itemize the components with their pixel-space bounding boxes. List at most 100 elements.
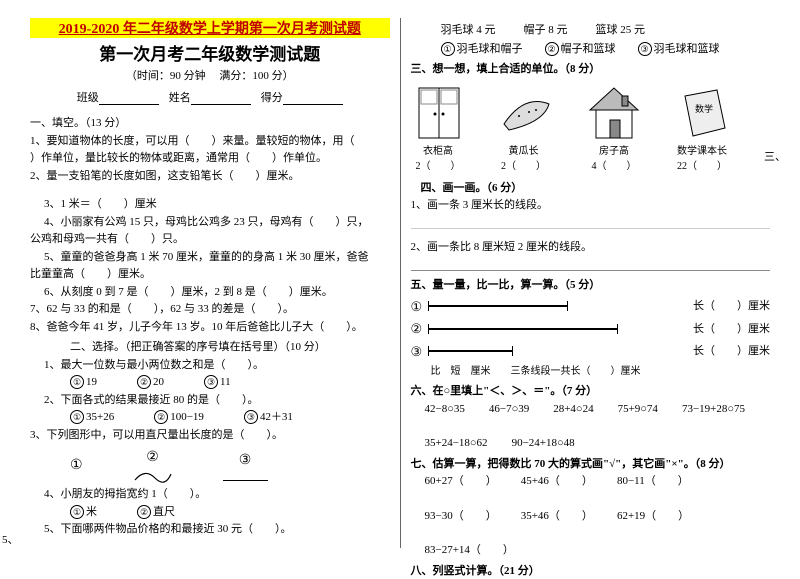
s1-q4a: 4、小丽家有公鸡 15 只，母鸡比公鸡多 23 只，母鸡有（ ）只， — [44, 214, 390, 231]
s4-head: 四、画一画。（6 分） — [421, 180, 771, 197]
value: 2（ ） — [501, 159, 546, 174]
student-fields: 班级 姓名 得分 — [30, 89, 390, 105]
num-3: ③ — [239, 450, 252, 471]
meta-line: （时间：90 分钟 满分：100 分） — [30, 67, 390, 83]
num-2: ② — [146, 447, 159, 468]
num-1: ① — [70, 455, 83, 476]
q5-prices: 羽毛球 4 元 帽子 8 元 篮球 25 元 ①羽毛球和帽子 ②帽子和篮球 ③羽… — [411, 22, 771, 57]
label: 数学课本长 — [677, 144, 727, 159]
expr: 45+46（ ） — [521, 473, 593, 490]
section-2: 二、选择。（把正确答案的序号填在括号里）（10 分） 1、最大一位数与最小两位数… — [30, 339, 390, 538]
circle-icon: ① — [70, 410, 84, 424]
main-title: 第一次月考二年级数学测试题 — [30, 40, 390, 65]
price-3: 篮球 25 元 — [596, 22, 646, 39]
circle-icon: ③ — [638, 42, 652, 56]
circle-icon: ③ — [204, 375, 218, 389]
measure-line-3 — [428, 346, 513, 356]
section-1: 一、填空。（13 分） 1、要知道物体的长度，可以用（ ）来量。量较短的物体，用… — [30, 115, 390, 335]
expr: 90−24+18○48 — [512, 435, 575, 452]
label: 衣柜高 — [423, 144, 453, 159]
opt-b: 20 — [153, 376, 164, 388]
section-7: 七、估算一算，把得数比 70 大的算式画"√"，其它画"×"。（8 分） 60+… — [411, 456, 771, 559]
expr: 35+46（ ） — [521, 508, 593, 525]
section-5: 五、量一量，比一比，算一算。（5 分） ① 长（ ）厘米 ② 长（ ）厘米 ③ … — [411, 277, 771, 379]
s2-q2-opts: ①35+26 ②100−19 ③42＋31 — [70, 409, 390, 426]
circle-icon: ③ — [244, 410, 258, 424]
highlight-title: 2019-2020 年二年级数学上学期第一次月考测试题 — [30, 18, 390, 38]
score-label: 满分：100 分） — [219, 70, 293, 82]
opt-b: 帽子和篮球 — [561, 43, 616, 55]
item-house: 房子高4（ ） — [582, 84, 647, 174]
s4-q1: 1、画一条 3 厘米长的线段。 — [411, 197, 771, 214]
expr: 73−19+28○75 — [682, 401, 745, 418]
curve-icon — [133, 466, 173, 484]
opt-a: 羽毛球和帽子 — [457, 43, 523, 55]
price-2: 帽子 8 元 — [524, 22, 568, 39]
s1-q2: 2、量一支铅笔的长度如图，这支铅笔长（ ）厘米。 — [30, 168, 390, 185]
class-label: 班级 — [77, 89, 99, 105]
s2-q3: 3、下列图形中，可以用直尺量出长度的是（ ）。 — [30, 427, 390, 444]
opt-a: 35+26 — [86, 411, 114, 423]
expr: 46−7○39 — [489, 401, 529, 418]
s1-q1a: 1、要知道物体的长度，可以用（ ）来量。量较短的物体，用（ — [30, 133, 390, 150]
s1-q3: 3、1 米＝（ ）厘米 — [44, 196, 390, 213]
time-label: （时间：90 分钟 — [126, 70, 206, 82]
circle-icon: ① — [70, 505, 84, 519]
section-3: 三、想一想，填上合适的单位。（8 分） 衣柜高2（ ） 黄瓜长2（ ） 房子高4… — [411, 61, 771, 174]
s2-q1-opts: ①19 ②20 ③11 — [70, 374, 390, 391]
opt-c: 羽毛球和篮球 — [654, 43, 720, 55]
expr: 83−27+14（ ） — [425, 542, 514, 559]
s1-q8: 8、爸爸今年 41 岁，儿子今年 13 岁。10 年后爸爸比儿子大（ ）。 — [30, 319, 390, 336]
side-marker: 三、 — [764, 148, 786, 164]
book-icon: 数学 — [675, 84, 730, 142]
circle-icon: ① — [70, 375, 84, 389]
label: 房子高 — [599, 144, 629, 159]
circle-icon: ② — [137, 375, 151, 389]
s2-head: 二、选择。（把正确答案的序号填在括号里）（10 分） — [70, 339, 390, 356]
value: 4（ ） — [592, 159, 637, 174]
s1-head: 一、填空。（13 分） — [30, 115, 390, 132]
expr: 28+4○24 — [553, 401, 593, 418]
value: 22（ ） — [677, 159, 727, 174]
s2-q1: 1、最大一位数与最小两位数之和是（ ）。 — [44, 357, 390, 374]
expr: 42−8○35 — [425, 401, 465, 418]
item-wardrobe: 衣柜高2（ ） — [411, 84, 466, 174]
s2-q2: 2、下面各式的结果最接近 80 的是（ ）。 — [44, 392, 390, 409]
s1-q1b: ）作单位，量比较长的物体或距离，通常用（ ）作单位。 — [30, 150, 390, 167]
expr: 80−11（ ） — [617, 473, 689, 490]
margin-number: 5、 — [2, 532, 19, 549]
item-cucumber: 黄瓜长2（ ） — [494, 84, 554, 174]
s8-head: 八、列竖式计算。（21 分） — [411, 563, 771, 579]
circle-icon: ① — [441, 42, 455, 56]
cucumber-icon — [494, 84, 554, 142]
expr: 35+24−18○62 — [425, 435, 488, 452]
wardrobe-icon — [411, 84, 466, 142]
s4-q2: 2、画一条比 8 厘米短 2 厘米的线段。 — [411, 239, 771, 256]
s1-q4b: 公鸡和母鸡一共有（ ）只。 — [30, 231, 390, 248]
item-book: 数学 数学课本长22（ ） — [675, 84, 730, 174]
num-2: ② — [411, 319, 423, 339]
s7-head: 七、估算一算，把得数比 70 大的算式画"√"，其它画"×"。（8 分） — [411, 456, 771, 473]
s5-head: 五、量一量，比一比，算一算。（5 分） — [411, 277, 771, 294]
section-8: 八、列竖式计算。（21 分） — [411, 563, 771, 579]
divider — [411, 270, 771, 271]
opt-b: 直尺 — [153, 506, 175, 518]
len-2: 长（ ）厘米 — [693, 321, 770, 338]
label: 黄瓜长 — [509, 144, 539, 159]
draw-area-1[interactable] — [411, 228, 771, 229]
measure-line-2 — [428, 324, 618, 334]
circle-icon: ② — [154, 410, 168, 424]
len-1: 长（ ）厘米 — [693, 298, 770, 315]
circle-icon: ② — [545, 42, 559, 56]
section-6: 六、在○里填上"＜、＞、＝"。（7 分） 42−8○35 46−7○39 28+… — [411, 383, 771, 452]
s2-q4: 4、小朋友的拇指宽约 1（ ）。 — [44, 486, 390, 503]
points-label: 得分 — [261, 89, 283, 105]
class-blank[interactable] — [99, 93, 159, 105]
expr: 60+27（ ） — [425, 473, 497, 490]
s6-head: 六、在○里填上"＜、＞、＝"。（7 分） — [411, 383, 771, 400]
opt-a: 米 — [86, 506, 97, 518]
points-blank[interactable] — [283, 93, 343, 105]
s1-q6: 6、从刻度 0 到 7 是（ ）厘米，2 到 8 是（ ）厘米。 — [44, 284, 390, 301]
len-3: 长（ ）厘米 — [693, 343, 770, 360]
name-blank[interactable] — [191, 93, 251, 105]
